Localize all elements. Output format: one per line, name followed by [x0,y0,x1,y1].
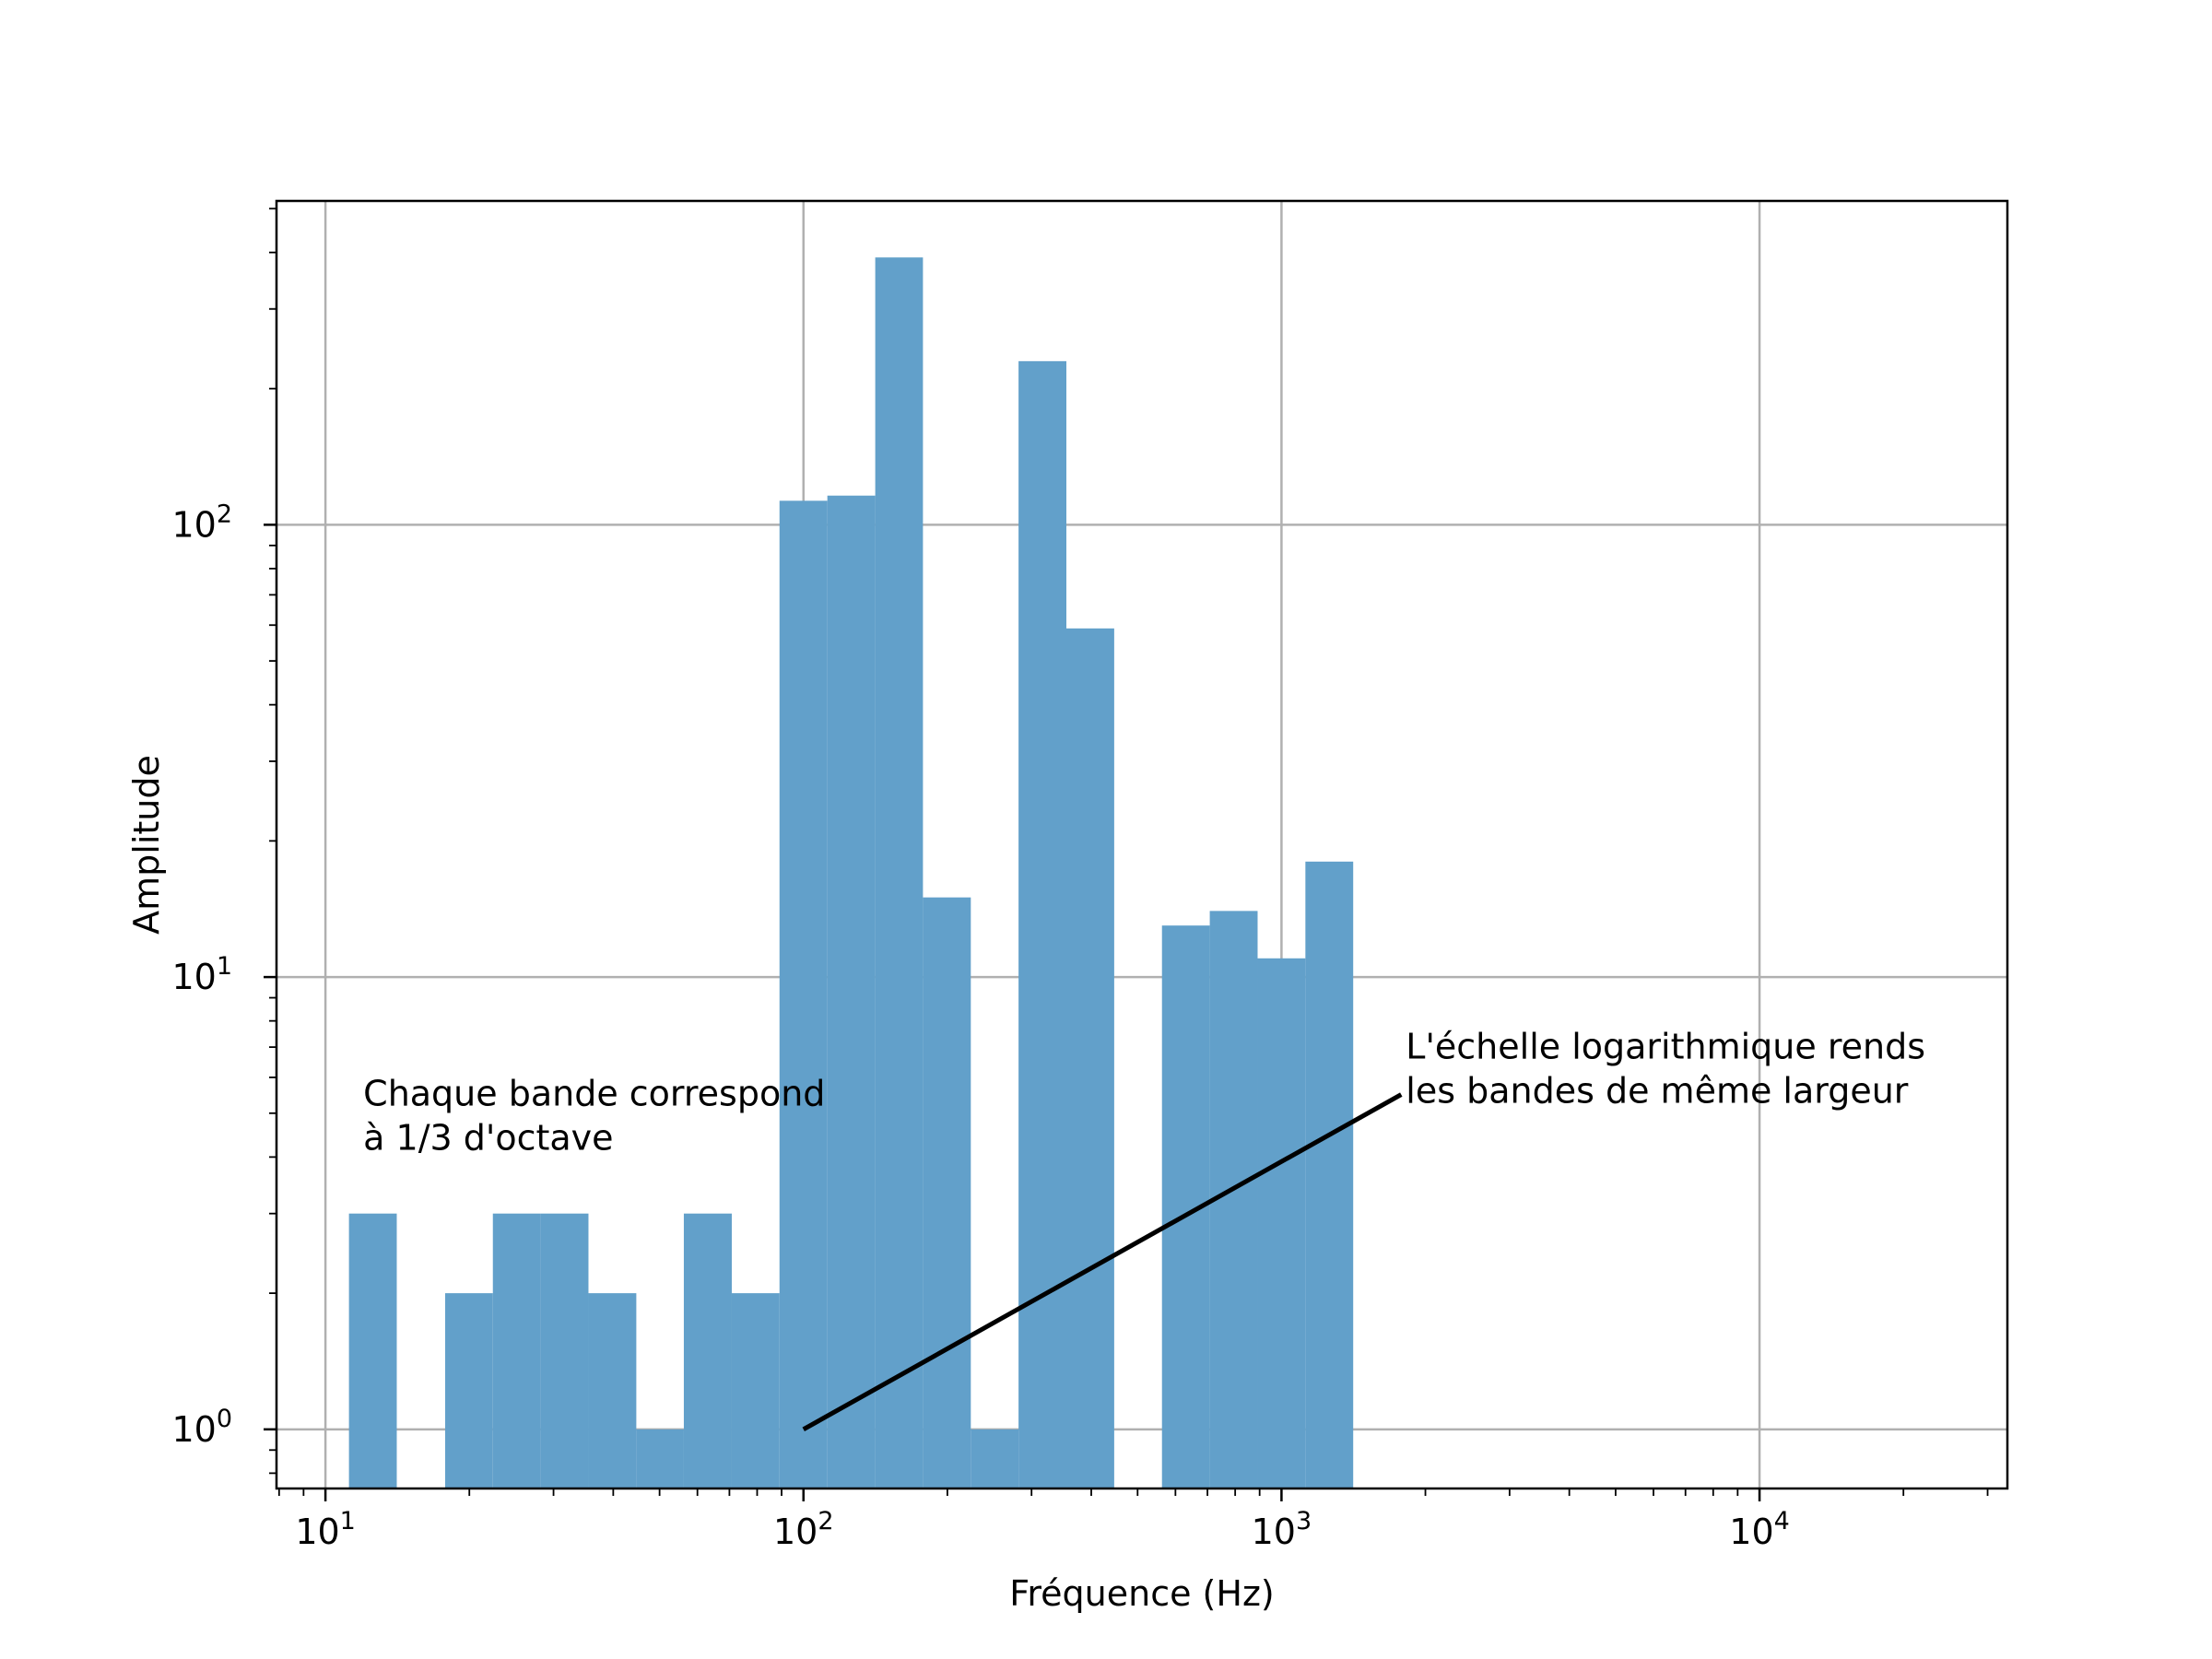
bar [492,1213,541,1488]
bar [1257,958,1306,1488]
x-tick-label-exponent: 2 [818,1507,833,1535]
y-tick-label: 102 [171,500,232,545]
bar [779,500,828,1488]
bar [923,897,971,1488]
y-tick-label: 100 [171,1405,232,1450]
annotation-log-scale-text: L'échelle logarithmique rends les bandes… [1406,1027,1936,1112]
x-tick-label: 103 [1252,1507,1312,1552]
x-tick-label-base: 10 [1252,1512,1296,1552]
x-tick-label-base: 10 [295,1512,339,1552]
bar [1018,360,1067,1488]
bar [588,1293,637,1488]
x-axis-label: Fréquence (Hz) [1009,1573,1274,1614]
bar [636,1429,684,1488]
annotation-octave-line-2: à 1/3 d'octave [363,1117,613,1158]
y-tick-label-base: 10 [171,504,216,545]
plot-frame [275,199,2009,1490]
x-tick-label-base: 10 [1729,1512,1773,1552]
annotations: Chaque bande correspond à 1/3 d'octave L… [363,1027,1936,1432]
x-tick-label-base: 10 [773,1512,818,1552]
y-tick-label-base: 10 [171,957,216,997]
bar [1066,628,1114,1488]
x-tick-label-exponent: 4 [1774,1507,1790,1535]
y-tick-label: 101 [171,952,232,997]
annotation-log-scale-line-1: L'échelle logarithmique rends [1406,1027,1925,1067]
bar [444,1293,493,1488]
annotation-log-scale-line-2: les bandes de même largeur [1406,1071,1909,1112]
ticks [264,207,1989,1501]
annotation-octave-text: Chaque bande correspond à 1/3 d'octave [363,1073,836,1158]
bar [731,1293,780,1488]
y-tick-label-exponent: 1 [217,952,232,981]
bars [348,257,1354,1489]
bar [827,495,876,1489]
bar [875,257,924,1489]
y-tick-label-exponent: 2 [217,500,232,528]
bar [683,1213,732,1488]
x-tick-label-exponent: 1 [340,1507,356,1535]
x-tick-label: 104 [1729,1507,1790,1552]
bar [1305,861,1354,1488]
annotation-arrow [802,1092,1403,1432]
bar [540,1213,589,1488]
x-tick-label: 101 [295,1507,356,1552]
y-axis-label: Amplitude [126,755,167,935]
x-tick-label: 102 [773,1507,834,1552]
annotation-octave-line-1: Chaque bande correspond [363,1073,825,1113]
x-tick-label-exponent: 3 [1296,1507,1312,1535]
bar [971,1429,1019,1488]
bar [348,1213,397,1488]
y-tick-label-base: 10 [171,1409,216,1450]
y-tick-label-exponent: 0 [217,1405,232,1433]
